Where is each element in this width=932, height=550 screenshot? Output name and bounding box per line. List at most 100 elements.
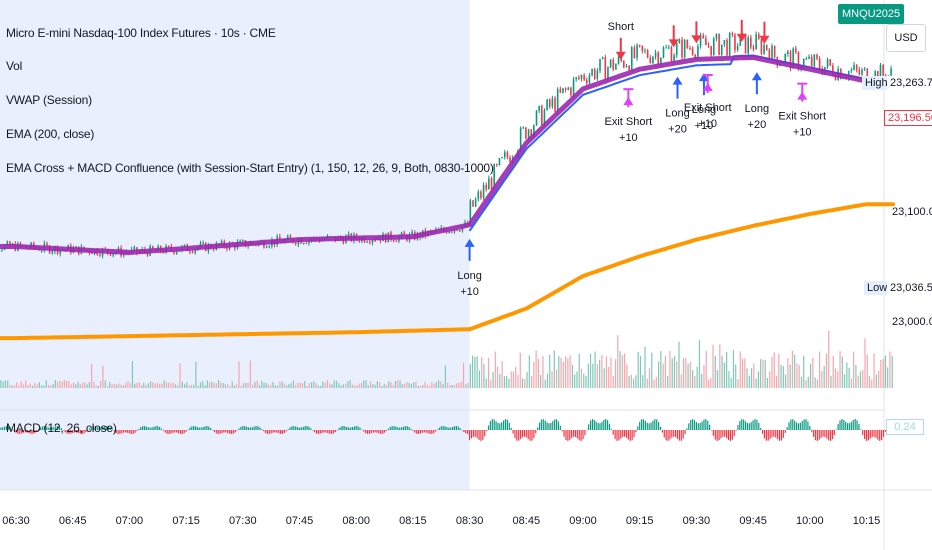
candle-body — [734, 34, 736, 51]
macd-histogram-bar — [799, 422, 801, 430]
macd-histogram-bar — [91, 426, 93, 430]
volume-bar — [397, 380, 399, 388]
currency-selector[interactable]: USD — [886, 24, 926, 52]
macd-histogram-bar — [503, 420, 505, 430]
macd-histogram-bar — [599, 423, 601, 430]
candle-body — [509, 157, 511, 163]
macd-histogram-bar — [253, 426, 255, 430]
volume-bar — [84, 381, 86, 388]
volume-bar — [372, 384, 374, 388]
macd-histogram-bar — [873, 430, 875, 437]
volume-bar — [324, 382, 326, 388]
volume-bar — [301, 383, 304, 388]
volume-bar — [732, 350, 735, 388]
macd-histogram-bar — [752, 420, 754, 430]
volume-bar — [340, 385, 342, 388]
macd-histogram-bar — [393, 426, 395, 430]
volume-bar — [694, 375, 696, 388]
volume-bar — [796, 363, 798, 388]
macd-histogram-bar — [143, 426, 146, 430]
short-arrow-head — [668, 39, 679, 48]
volume-bar — [891, 355, 893, 388]
macd-histogram-bar — [565, 430, 567, 440]
candle-body — [578, 77, 580, 80]
macd-histogram-bar — [217, 430, 219, 434]
volume-bar — [680, 374, 682, 388]
legend-vwap: VWAP (Session) — [6, 93, 92, 107]
candle-body — [302, 243, 305, 245]
macd-histogram-bar — [119, 430, 121, 434]
volume-bar — [809, 363, 812, 388]
macd-histogram-bar — [820, 430, 822, 438]
candle-body — [575, 77, 577, 80]
macd-histogram-bar — [580, 430, 582, 441]
volume-bar — [530, 376, 533, 388]
candle-body — [768, 49, 771, 59]
volume-bar — [161, 383, 163, 388]
macd-histogram-bar — [559, 425, 561, 430]
macd-histogram-bar — [85, 430, 87, 433]
candle-body — [773, 45, 776, 57]
volume-bar — [558, 356, 560, 388]
macd-histogram-bar — [0, 427, 2, 430]
volume-bar — [807, 376, 809, 388]
macd-histogram-bar — [404, 426, 406, 430]
candle-body — [167, 245, 170, 247]
volume-bar — [719, 344, 721, 388]
volume-bar — [760, 359, 762, 388]
macd-histogram-bar — [457, 426, 459, 430]
macd-histogram-bar — [455, 426, 457, 430]
macd-histogram-bar — [629, 430, 631, 441]
volume-bar — [510, 371, 512, 388]
macd-histogram-bar — [38, 429, 40, 430]
volume-bar — [313, 381, 315, 388]
macd-histogram-bar — [841, 419, 843, 430]
macd-histogram-bar — [775, 430, 777, 438]
macd-histogram-bar — [4, 426, 6, 430]
macd-histogram-bar — [374, 430, 376, 433]
candle-body — [707, 45, 710, 47]
volume-bar — [884, 355, 886, 388]
macd-histogram-bar — [64, 430, 66, 433]
volume-bar — [295, 385, 297, 388]
macd-histogram-bar — [53, 426, 55, 430]
candle-body — [583, 75, 585, 80]
macd-histogram-bar — [654, 419, 656, 430]
macd-histogram-bar — [353, 426, 355, 430]
volume-bar — [229, 385, 231, 388]
macd-histogram-bar — [678, 430, 680, 441]
macd-histogram-bar — [266, 430, 268, 434]
macd-histogram-bar — [5, 426, 8, 430]
candle-body — [657, 52, 660, 64]
candle-body — [593, 69, 596, 79]
macd-histogram-bar — [514, 430, 516, 439]
candle-body — [347, 233, 350, 237]
long-signal-qty: +20 — [668, 124, 687, 136]
volume-bar — [54, 380, 56, 388]
macd-histogram-bar — [39, 427, 42, 430]
candle-body — [665, 47, 667, 49]
volume-bar — [50, 385, 52, 388]
macd-histogram-bar — [262, 430, 265, 432]
macd-histogram-bar — [206, 426, 208, 430]
macd-histogram-bar — [340, 426, 342, 430]
macd-histogram-bar — [230, 430, 233, 434]
macd-histogram-bar — [875, 430, 877, 438]
candle-body — [485, 184, 488, 190]
candle-body — [715, 33, 718, 39]
candle-body — [863, 68, 866, 70]
macd-histogram-bar — [843, 419, 845, 430]
candle-body — [490, 178, 493, 190]
volume-bar — [195, 361, 197, 388]
time-tick-label: 06:30 — [2, 515, 30, 527]
macd-histogram-bar — [614, 430, 616, 439]
macd-histogram-bar — [434, 430, 437, 432]
volume-bar — [435, 381, 437, 388]
volume-bar — [667, 375, 669, 388]
candle-body — [744, 33, 747, 54]
macd-histogram-bar — [684, 430, 686, 435]
volume-bar — [354, 385, 356, 388]
candle-body — [797, 52, 800, 70]
macd-histogram-bar — [159, 426, 161, 430]
